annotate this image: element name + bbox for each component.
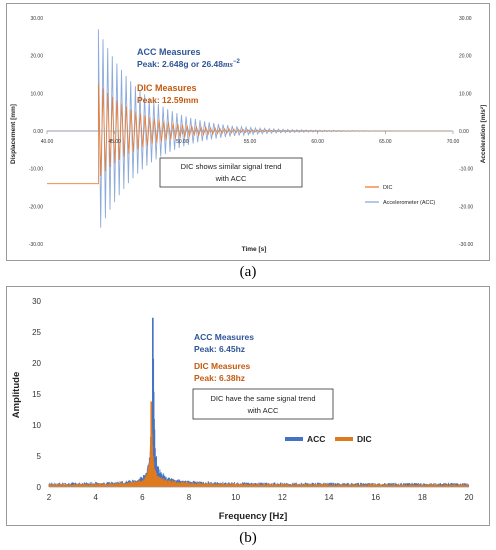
comment-line-2: with ACC: [247, 406, 279, 415]
y-tick-label-left: 0.00: [33, 129, 43, 135]
x-tick-label: 60.00: [311, 139, 324, 145]
x-tick-label: 55.00: [244, 139, 257, 145]
y-tick-label: 15: [32, 390, 41, 399]
comment-line-1: DIC shows similar signal trend: [181, 162, 282, 171]
acc-annotation-exp: −2: [233, 59, 241, 65]
y-tick-label: 5: [37, 452, 42, 461]
legend-label-dic: DIC: [357, 434, 372, 444]
y-tick-label-left: 20.00: [30, 54, 43, 60]
acc-annotation-peak-text: Peak: 2.648g or 26.48: [137, 59, 223, 69]
y-tick-label-right: -30.00: [459, 242, 473, 248]
x-tick-label: 4: [93, 493, 98, 502]
y-tick-label-right: 10.00: [459, 91, 472, 97]
frequency-domain-chart: 30 25 20 15 10 5 02 4 6 8 10 12 14 16 18 20 Amplitude F…: [11, 297, 474, 522]
acc-annotation-peak: Peak: 2.648g or 26.48ms−2: [137, 59, 240, 69]
comment-line-1: DIC have the same signal trend: [210, 394, 315, 403]
legend: ACC DIC: [285, 434, 372, 444]
dic-annotation-peak: Peak: 6.38hz: [194, 373, 245, 383]
x-tick-label: 8: [187, 493, 192, 502]
x-axis-label: Time [s]: [242, 246, 267, 253]
x-tick-label: 45.00: [108, 139, 121, 145]
comment-box: [159, 157, 303, 188]
dic-annotation-title: DIC Measures: [194, 361, 250, 371]
legend-label-dic: DIC: [383, 185, 393, 191]
time-axes: 30.00 20.00 10.00 0.00 -10.00 -20.00 -30.00 30.…: [29, 16, 474, 248]
y-axis-label-left: Displacement [mm]: [10, 104, 17, 164]
x-axis-label: Frequency [Hz]: [219, 511, 288, 522]
comment-line-2: with ACC: [215, 174, 247, 183]
x-tick-label: 10: [231, 493, 240, 502]
y-tick-label: 10: [32, 421, 41, 430]
x-tick-label: 12: [278, 493, 287, 502]
y-tick-label-right: -10.00: [459, 167, 473, 173]
time-domain-chart: 30.00 20.00 10.00 0.00 -10.00 -20.00 -30.00 30.…: [10, 16, 487, 253]
x-tick-label: 65.00: [379, 139, 392, 145]
acc-annotation-unit: ms: [223, 59, 234, 69]
x-tick-label: 14: [325, 493, 334, 502]
y-tick-label-right: 20.00: [459, 54, 472, 60]
time-domain-panel: 30.00 20.00 10.00 0.00 -10.00 -20.00 -30.00 30.…: [6, 3, 490, 261]
y-tick-label-right: 30.00: [459, 16, 472, 22]
comment-box: [192, 388, 334, 420]
y-tick-label: 25: [32, 328, 41, 337]
acc-annotation-title: ACC Measures: [194, 332, 254, 342]
x-tick-label: 18: [418, 493, 427, 502]
y-tick-label-left: 30.00: [30, 16, 43, 22]
legend-label-acc: Accelerometer (ACC): [383, 200, 435, 206]
y-axis-label-right: Acceleration [m/s²]: [480, 105, 487, 164]
x-tick-label: 40.00: [41, 139, 54, 145]
legend-label-acc: ACC: [307, 434, 325, 444]
x-tick-label: 70.00: [447, 139, 460, 145]
panel-b-label: (b): [239, 530, 257, 546]
y-tick-label-left: 10.00: [30, 91, 43, 97]
x-tick-label: 20: [465, 493, 474, 502]
series-spectrum-dic: [48, 422, 469, 487]
y-tick-label: 20: [32, 359, 41, 368]
legend: DIC Accelerometer (ACC): [365, 185, 435, 206]
x-tick-label: 2: [47, 493, 52, 502]
panel-a-label: (a): [239, 264, 257, 280]
acc-annotation-title: ACC Measures: [137, 47, 201, 57]
y-tick-label-right: -20.00: [459, 204, 473, 210]
y-tick-label: 30: [32, 297, 41, 306]
y-tick-label: 0: [37, 483, 42, 492]
y-tick-label-left: -10.00: [29, 167, 43, 173]
y-tick-label-right: 0.00: [459, 129, 469, 135]
acc-annotation-peak: Peak: 6.45hz: [194, 344, 245, 354]
x-tick-label: 6: [140, 493, 145, 502]
x-tick-label: 50.00: [176, 139, 189, 145]
x-tick-label: 16: [371, 493, 380, 502]
y-tick-label-left: -20.00: [29, 204, 43, 210]
y-axis-label: Amplitude: [11, 372, 22, 418]
dic-annotation-peak: Peak: 12.59mm: [137, 95, 199, 105]
y-tick-label-left: -30.00: [29, 242, 43, 248]
dic-annotation-title: DIC Measures: [137, 83, 197, 93]
series-line-acc: [47, 29, 452, 228]
frequency-domain-panel: 30 25 20 15 10 5 0 2 4 6 8 10 12 14 16 18 20 Amplitude F…: [6, 286, 490, 526]
frequency-axes: 30 25 20 15 10 5 02 4 6 8 10 12 14 16 18 20: [32, 297, 474, 502]
frequency-plot-area: [48, 317, 470, 487]
time-plot-area: [47, 29, 452, 228]
